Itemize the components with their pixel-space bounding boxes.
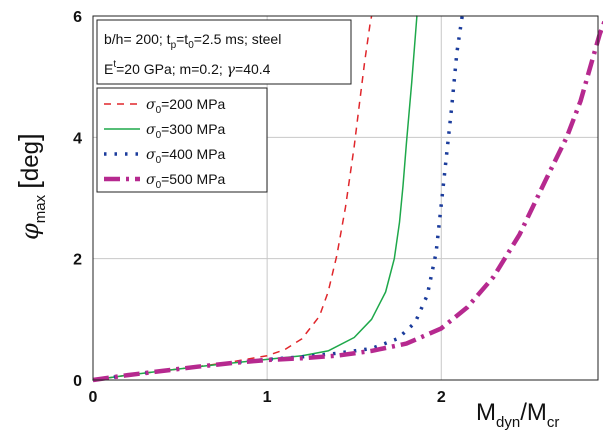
legend-label-0: σ0=200 MPa: [146, 96, 226, 116]
x-label-sub: dyn: [496, 414, 520, 431]
series-group: [92, 15, 603, 383]
legend: σ0=200 MPa σ0=300 MPa σ0=400 MPa σ0=500 MPa: [96, 87, 268, 193]
x-label-slash: /M: [520, 399, 547, 426]
y-tick-0: 0: [73, 373, 82, 390]
x-tick-1: 1: [263, 389, 272, 406]
y-tick-3: 6: [73, 9, 82, 26]
legend-label-2: σ0=400 MPa: [146, 146, 226, 166]
legend-label-3: σ0=500 MPa: [146, 171, 226, 191]
legend-frame: [96, 87, 268, 193]
y-label-sub: max: [32, 194, 49, 223]
x-tick-2: 2: [437, 389, 446, 406]
x-axis-label: Mdyn/Mcr: [476, 399, 559, 431]
legend-label-1: σ0=300 MPa: [146, 121, 226, 141]
x-label-main: M: [476, 399, 496, 426]
x-tick-0: 0: [89, 389, 98, 406]
plot-frame: [92, 15, 599, 381]
info-line-1: b/h= 200; tp=t0=2.5 ms; steel: [104, 31, 281, 51]
y-label-unit: deg: [17, 141, 44, 181]
y-axis-label: φmax[deg]: [13, 133, 49, 240]
y-tick-1: 2: [73, 252, 82, 269]
series-line-2: [92, 15, 464, 382]
svg-text:φmax[deg]: φmax[deg]: [13, 133, 49, 240]
x-label-sub2: cr: [547, 414, 560, 431]
y-label-symbol: φ: [16, 223, 44, 240]
tick-labels: 0 1 2 0 2 4 6: [73, 9, 446, 406]
info-line-2: Et=20 GPa; m=0.2; γ=40.4: [104, 59, 271, 78]
series-line-3: [92, 19, 603, 383]
info-box-frame: [96, 19, 352, 85]
y-tick-2: 4: [73, 130, 82, 147]
info-box: b/h= 200; tp=t0=2.5 ms; steel Et=20 GPa;…: [96, 19, 352, 85]
